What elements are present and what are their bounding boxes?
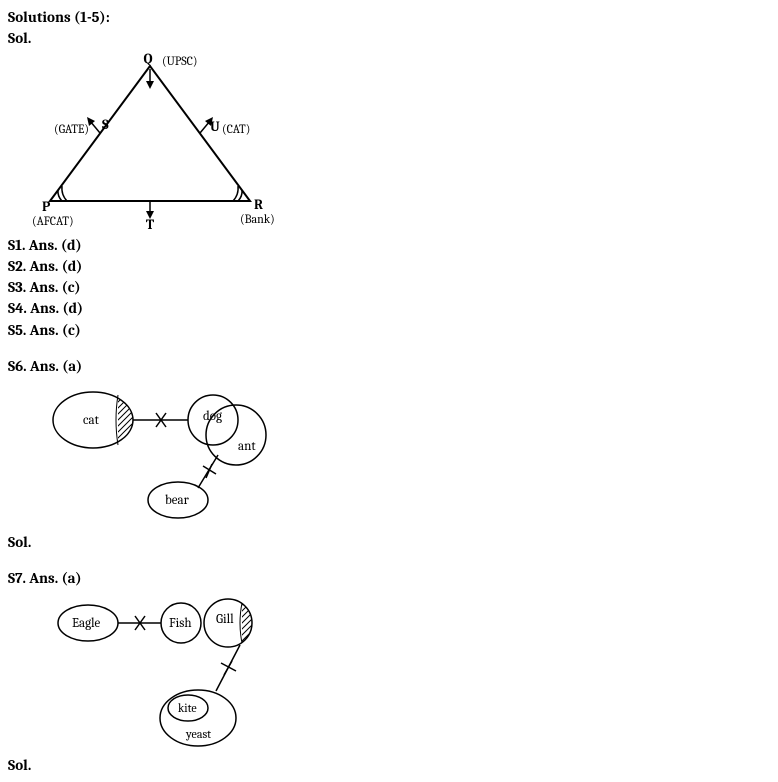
label-afcat: (AFCAT) — [32, 214, 74, 228]
label-gill: Gill — [216, 612, 234, 627]
vertex-r: R — [254, 196, 263, 213]
label-yeast: yeast — [185, 727, 211, 741]
answer-row: S5. Ans. (c) — [8, 320, 770, 340]
vertex-p: P — [42, 198, 51, 215]
triangle-diagram: Q (UPSC) P (AFCAT) R (Bank) S (GATE) U (… — [32, 51, 770, 231]
answer-row: S2. Ans. (d) — [8, 256, 770, 276]
label-cat: cat — [83, 413, 100, 428]
label-cat: (CAT) — [222, 122, 250, 136]
sol-label-top: Sol. — [8, 28, 770, 48]
label-gate: (GATE) — [54, 122, 89, 136]
label-ant: ant — [238, 439, 256, 454]
label-upsc: (UPSC) — [162, 54, 197, 68]
label-bear: bear — [165, 493, 190, 508]
label-eagle: Eagle — [72, 616, 101, 631]
midpoint-s: S — [102, 116, 109, 133]
answer-row: S1. Ans. (d) — [8, 235, 770, 255]
s7-heading: S7. Ans. (a) — [8, 568, 770, 588]
solutions-title: Solutions (1-5): — [8, 7, 770, 27]
answer-row: S3. Ans. (c) — [8, 277, 770, 297]
midpoint-u: U — [210, 118, 220, 135]
s6-venn: cat dog ant bear — [38, 380, 770, 530]
label-ssc: (SSC) — [132, 230, 158, 231]
label-fish: Fish — [169, 616, 192, 631]
vertex-q: Q — [143, 51, 152, 67]
sol-label-s6: Sol. — [8, 532, 770, 552]
label-bank: (Bank) — [240, 212, 275, 226]
s6-heading: S6. Ans. (a) — [8, 356, 770, 376]
s7-venn: Eagle Fish Gill kite yeast — [38, 593, 770, 753]
midpoint-t: T — [146, 216, 155, 231]
label-kite: kite — [178, 701, 197, 715]
answer-row: S4. Ans. (d) — [8, 298, 770, 318]
sol-label-s7: Sol. — [8, 755, 770, 775]
